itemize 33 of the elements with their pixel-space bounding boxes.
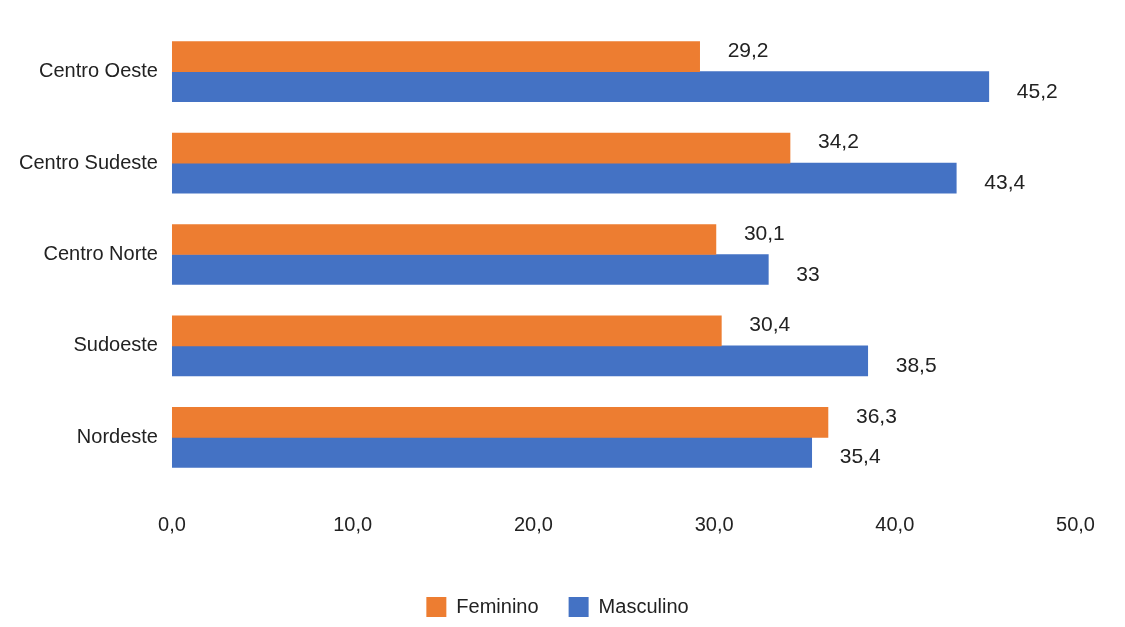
y-tick-label: Sudoeste (73, 333, 158, 356)
legend-label: Masculino (598, 594, 689, 617)
y-tick-label: Centro Norte (43, 242, 158, 265)
data-label: 33 (796, 261, 820, 285)
data-label: 30,4 (749, 312, 791, 336)
x-tick-label: 20,0 (513, 512, 553, 535)
y-tick-label: Nordeste (76, 424, 158, 447)
bar (171, 132, 791, 164)
data-label: 36,3 (855, 403, 897, 427)
bar (171, 224, 717, 255)
data-label: 29,2 (727, 38, 769, 62)
bar (171, 345, 869, 377)
y-tick-label: Centro Sudeste (18, 150, 158, 173)
x-tick-label: 40,0 (875, 512, 915, 535)
bar (171, 406, 829, 438)
bar (171, 436, 813, 468)
x-tick-label: 0,0 (158, 512, 186, 535)
bar (171, 41, 700, 73)
x-tick-label: 30,0 (694, 512, 734, 535)
x-tick-label: 50,0 (1056, 512, 1096, 535)
legend-label: Feminino (456, 594, 539, 617)
bar (171, 162, 957, 194)
bar (171, 254, 769, 285)
data-label: 35,4 (839, 444, 881, 468)
data-label: 30,1 (743, 220, 785, 244)
bar (171, 71, 990, 103)
data-label: 43,4 (984, 170, 1026, 194)
bar (171, 315, 722, 347)
data-label: 34,2 (818, 129, 859, 153)
data-label: 45,2 (1016, 78, 1058, 102)
y-tick-label: Centro Oeste (39, 59, 158, 82)
x-tick-label: 10,0 (333, 512, 373, 535)
data-label: 38,5 (895, 353, 937, 377)
